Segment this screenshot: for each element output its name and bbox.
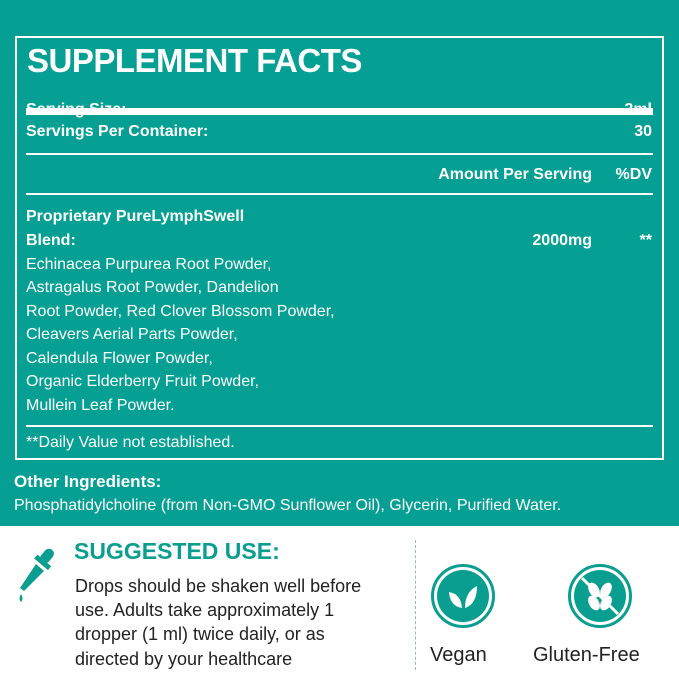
leaf-icon (431, 564, 495, 628)
suggested-use-text: dropper (1 ml) twice daily, or as (75, 624, 325, 644)
ingredient: Mullein Leaf Powder. (26, 397, 175, 414)
ingredient: Organic Elderberry Fruit Powder, (26, 373, 259, 390)
vegan-label: Vegan (430, 644, 487, 666)
divider (26, 153, 653, 155)
no-wheat-icon (568, 564, 632, 628)
blend-dv: ** (639, 232, 652, 249)
divider (26, 425, 653, 427)
dashed-divider (415, 540, 416, 670)
suggested-use-title: SUGGESTED USE: (74, 538, 280, 564)
facts-title: SUPPLEMENT FACTS (27, 42, 362, 79)
dv-header: %DV (615, 166, 652, 183)
divider (26, 108, 653, 115)
dropper-icon (19, 548, 54, 602)
servings-value: 30 (634, 123, 652, 140)
ingredient: Calendula Flower Powder, (26, 350, 213, 367)
ingredient: Root Powder, Red Clover Blossom Powder, (26, 303, 335, 320)
serving-size-value: 2ml (624, 101, 652, 118)
blend-name: Proprietary PureLymphSwell (26, 208, 245, 225)
suggested-use-text: Drops should be shaken well before (75, 576, 362, 596)
blend-name-2: Blend: (26, 232, 76, 249)
serving-size-label: Serving Size: (26, 101, 127, 118)
servings-label: Servings Per Container: (26, 123, 209, 140)
divider (26, 193, 653, 195)
footnote: **Daily Value not established. (26, 434, 235, 451)
supplement-facts-box: SUPPLEMENT FACTS Serving Size: 2ml Servi… (15, 36, 664, 460)
blend-amount: 2000mg (532, 232, 592, 249)
ingredient: Echinacea Purpurea Root Powder, (26, 256, 272, 273)
supplement-panel: SUPPLEMENT FACTS Serving Size: 2ml Servi… (0, 0, 679, 526)
ingredient: Astragalus Root Powder, Dandelion (26, 279, 279, 296)
other-ingredients-text: Phosphatidylcholine (from Non-GMO Sunflo… (14, 497, 562, 514)
suggested-use-text: directed by your healthcare (75, 649, 293, 669)
ingredient: Cleavers Aerial Parts Powder, (26, 326, 238, 343)
other-ingredients-title: Other Ingredients: (14, 472, 162, 491)
amount-header: Amount Per Serving (438, 166, 592, 183)
suggested-use-section: SUGGESTED USE: Drops should be shaken we… (0, 526, 679, 673)
suggested-use-text: use. Adults take approximately 1 (75, 600, 335, 620)
gluten-free-label: Gluten-Free (533, 644, 640, 666)
